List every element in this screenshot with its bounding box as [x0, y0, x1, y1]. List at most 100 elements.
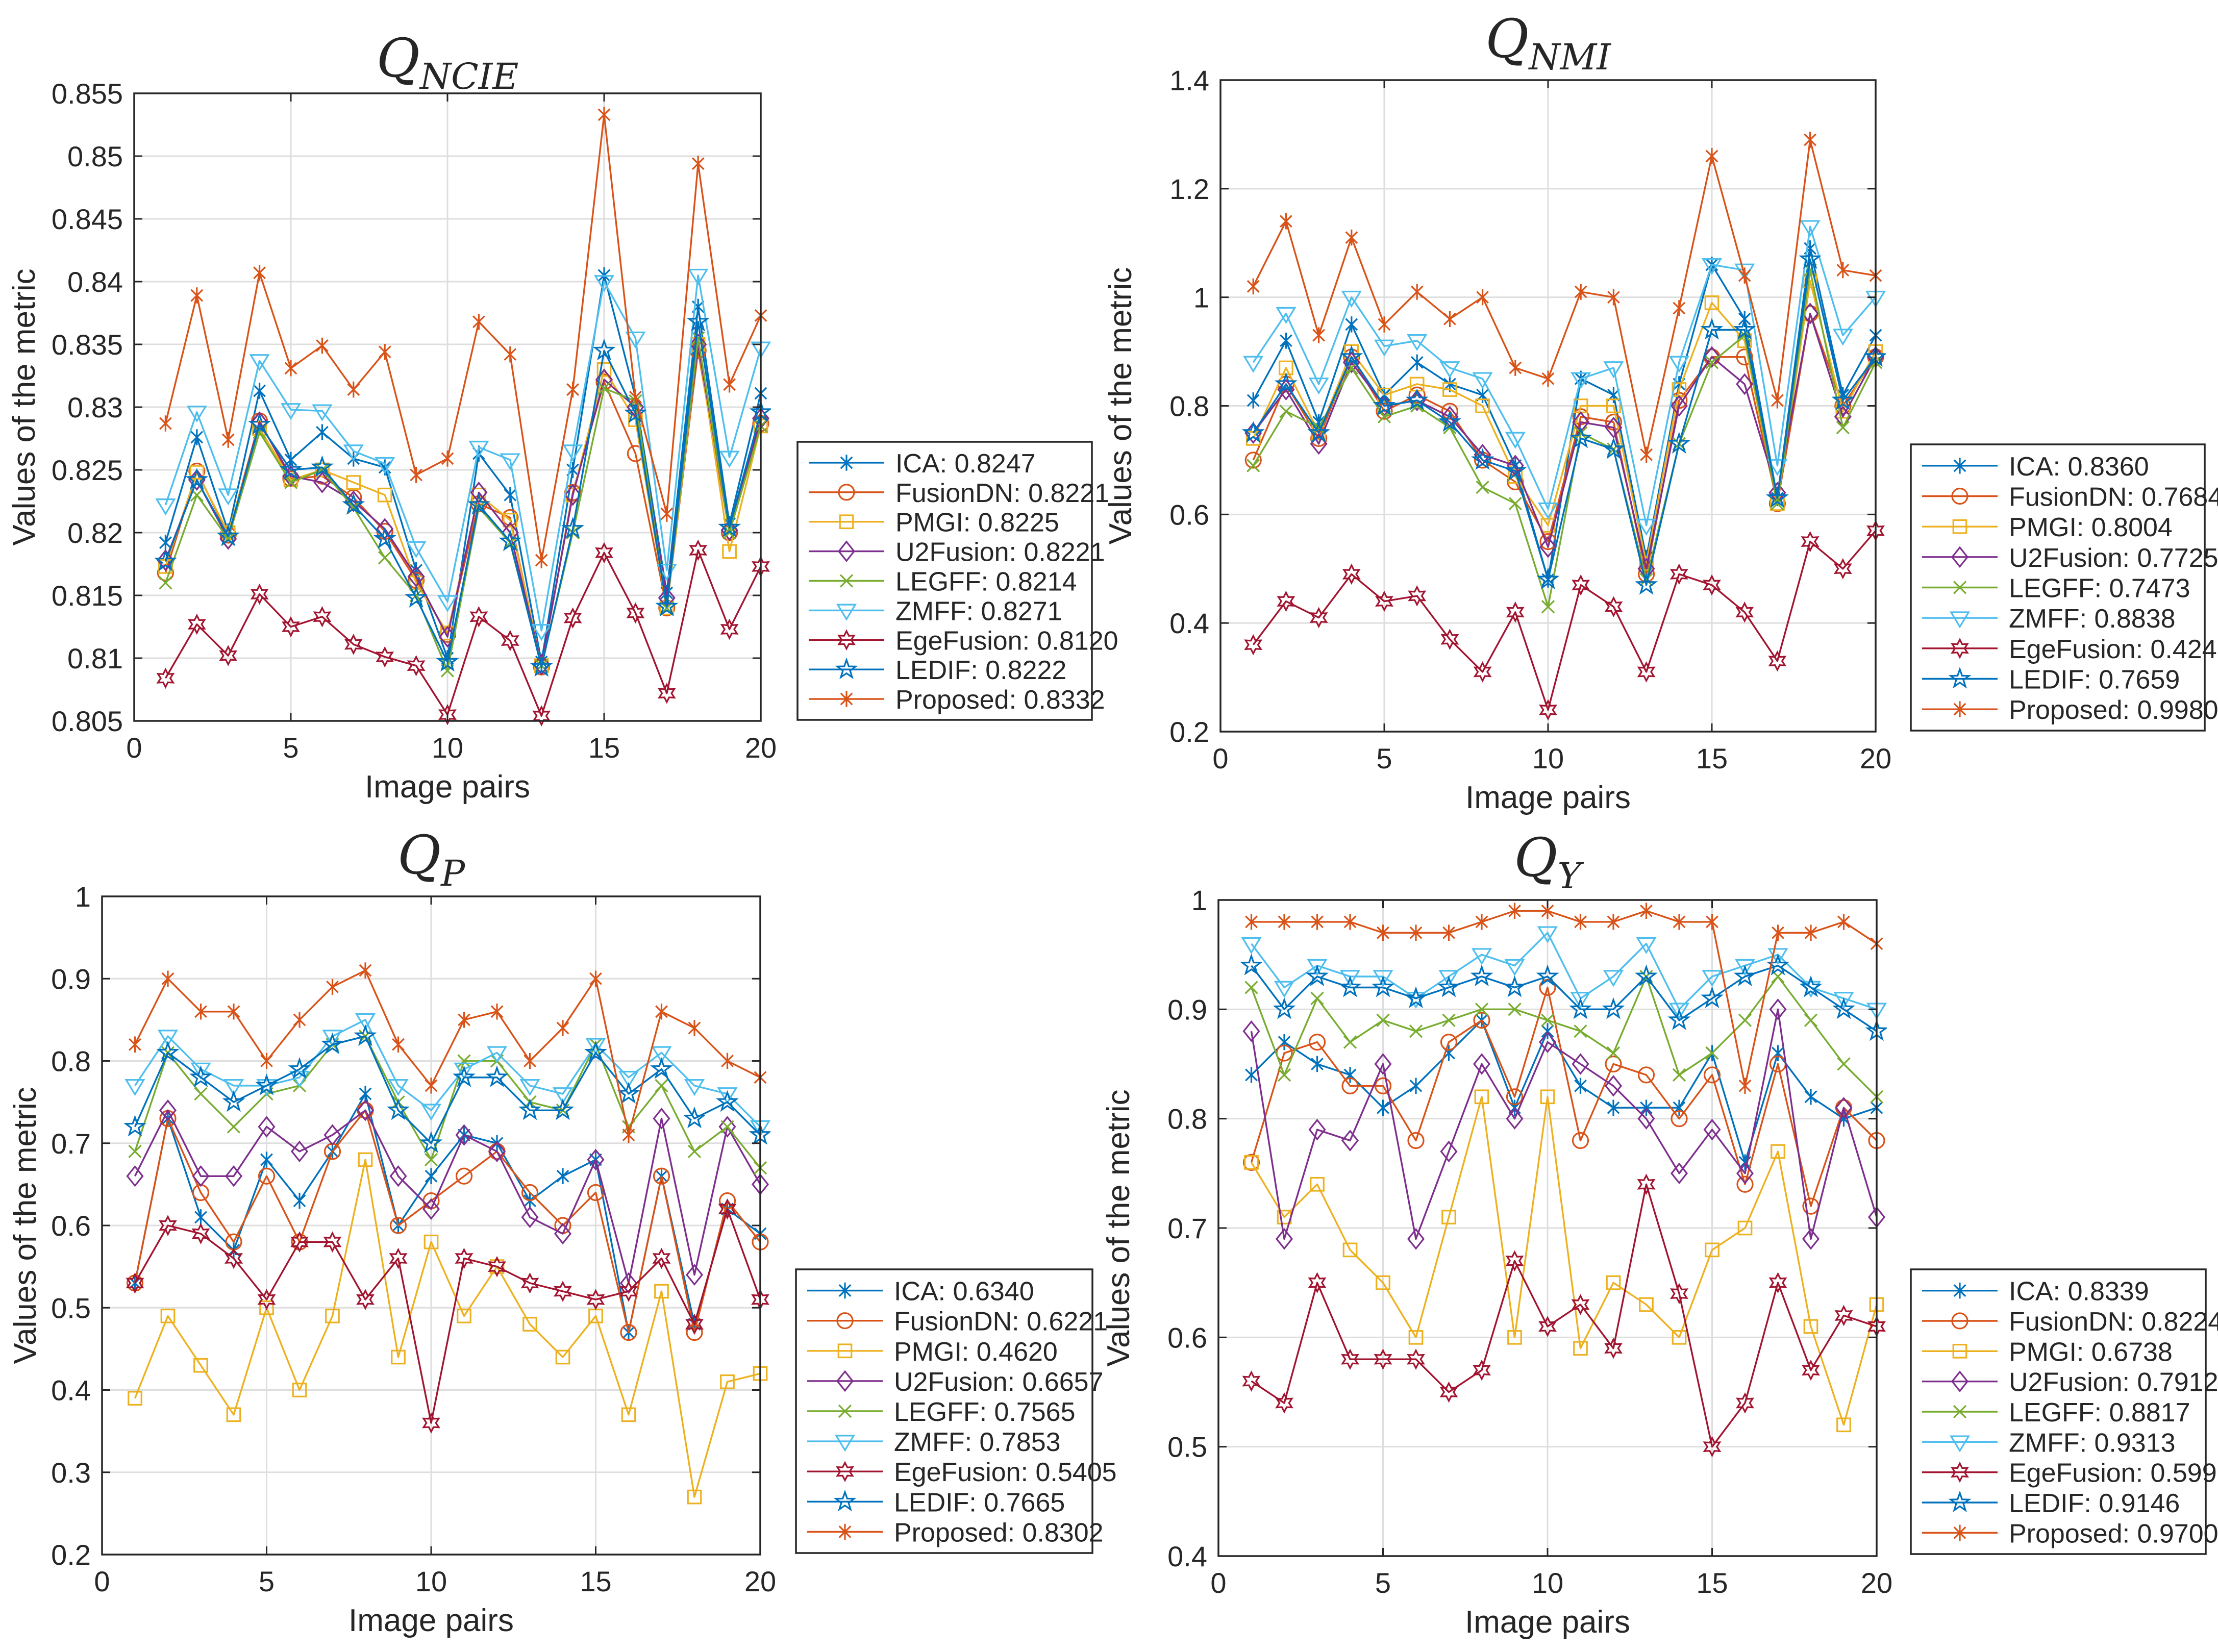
data-point-proposed: [1410, 284, 1424, 300]
data-point-pmgi: [457, 1309, 471, 1323]
data-point-egefusion: [1473, 661, 1492, 683]
legend-item-u2fusion: U2Fusion: 0.8221: [809, 538, 1105, 567]
data-point-legff: [1672, 1068, 1686, 1082]
data-point-legff: [1541, 600, 1555, 614]
data-point-zmff: [420, 1104, 442, 1121]
series-zmff: [155, 268, 771, 641]
chart-title-subscript: NMI: [1528, 36, 1611, 78]
data-point-legff: [1247, 459, 1260, 472]
data-point-zmff: [186, 405, 207, 423]
data-point-u2fusion: [1341, 1130, 1359, 1152]
data-point-ledif: [154, 549, 177, 571]
data-point-legff: [1574, 1024, 1587, 1038]
data-point-pmgi: [193, 1358, 208, 1373]
data-point-u2fusion: [126, 1165, 144, 1187]
data-point-zmff: [1339, 970, 1361, 987]
data-point-pmgi: [391, 1349, 406, 1365]
data-point-ledif: [716, 1090, 739, 1112]
data-point-ica: [260, 1152, 273, 1168]
data-point-zmff: [190, 1062, 211, 1080]
chart-title-main: Q: [377, 27, 420, 89]
legend-item-ica: ICA: 0.8339: [1922, 1277, 2149, 1307]
data-point-proposed: [227, 1004, 240, 1020]
data-point-u2fusion: [689, 333, 707, 356]
series-egefusion: [1242, 1173, 1886, 1458]
data-point-ledif: [255, 1073, 278, 1095]
data-point-egefusion: [1374, 1348, 1392, 1370]
data-point-proposed: [378, 344, 391, 360]
data-point-ica: [159, 534, 172, 551]
data-point-ledif: [1241, 421, 1265, 443]
data-point-ledif: [561, 517, 585, 539]
y-tick-label: 0.8: [1169, 390, 1209, 422]
y-tick-label: 0.835: [52, 329, 123, 361]
data-point-zmff: [1571, 372, 1591, 389]
data-point-proposed: [1508, 903, 1521, 919]
data-point-legff: [691, 331, 705, 345]
data-point-pmgi: [1771, 1144, 1785, 1159]
data-point-egefusion: [1572, 574, 1590, 596]
data-point-zmff: [312, 404, 333, 421]
legend-label: Proposed: 0.8332: [895, 685, 1105, 715]
series-pmgi: [128, 1152, 768, 1505]
legend-label: U2Fusion: 0.8221: [895, 538, 1105, 567]
legend-item-proposed: Proposed: 0.8302: [807, 1518, 1104, 1547]
data-point-fusiondn: [620, 1324, 637, 1341]
legend-marker-u2fusion: [1951, 546, 1969, 568]
data-point-egefusion: [1309, 607, 1328, 629]
data-point-legff: [1343, 1035, 1357, 1049]
data-point-ledif: [321, 1032, 344, 1055]
legend-marker-u2fusion: [836, 1370, 854, 1392]
legend-label: LEGFF: 0.8817: [2009, 1398, 2190, 1428]
data-point-pmgi: [720, 1374, 735, 1389]
data-point-legff: [1836, 420, 1850, 435]
chart-title: QNMI: [1485, 8, 1611, 78]
legend-item-pmgi: PMGI: 0.8004: [1922, 513, 2173, 542]
legend-item-pmgi: PMGI: 0.6738: [1922, 1337, 2173, 1367]
data-point-legff: [227, 1120, 241, 1134]
legend-marker-egefusion: [1951, 638, 1969, 659]
data-point-ledif: [405, 586, 428, 608]
data-point-legff: [284, 475, 298, 489]
data-point-zmff: [1636, 937, 1657, 955]
data-point-egefusion: [1440, 629, 1459, 650]
data-point-egefusion: [1539, 699, 1557, 721]
data-point-proposed: [1475, 914, 1488, 930]
data-point-ledif: [185, 468, 209, 490]
data-point-ledif: [686, 310, 710, 332]
x-tick-label: 20: [744, 1565, 776, 1597]
data-point-proposed: [1343, 914, 1357, 930]
data-point-egefusion: [1703, 1436, 1722, 1458]
data-point-u2fusion: [157, 549, 175, 571]
chart-title-main: Q: [1514, 827, 1557, 889]
data-point-pmgi: [346, 475, 361, 490]
data-point-fusiondn: [1440, 1034, 1458, 1051]
data-point-u2fusion: [619, 1272, 638, 1294]
data-point-ledif: [373, 527, 396, 549]
data-point-pmgi: [1342, 1242, 1358, 1258]
data-point-proposed: [1378, 316, 1391, 333]
data-point-egefusion: [532, 705, 551, 727]
data-point-ledif: [1471, 448, 1494, 470]
data-point-ica: [293, 1192, 306, 1209]
data-point-ledif: [518, 1098, 541, 1120]
data-point-pmgi: [722, 544, 737, 559]
data-point-u2fusion: [1539, 536, 1557, 558]
data-point-zmff: [280, 403, 302, 420]
data-point-proposed: [1278, 914, 1291, 930]
data-point-zmff: [355, 1013, 376, 1031]
data-point-zmff: [1603, 361, 1624, 379]
data-point-egefusion: [1342, 563, 1361, 585]
legend-label: EgeFusion: 0.5991: [2009, 1459, 2218, 1488]
data-point-pmgi: [503, 513, 518, 528]
legend-item-fusiondn: FusionDN: 0.8224: [1922, 1307, 2218, 1337]
data-point-legff: [597, 381, 611, 395]
legend-item-legff: LEGFF: 0.7565: [807, 1397, 1076, 1427]
data-point-egefusion: [1604, 596, 1623, 618]
legend-item-egefusion: EgeFusion: 0.5991: [1922, 1459, 2218, 1488]
data-point-zmff: [1243, 356, 1264, 373]
data-point-egefusion: [356, 1289, 375, 1310]
data-point-zmff: [1668, 356, 1689, 373]
data-point-ledif: [467, 493, 490, 515]
